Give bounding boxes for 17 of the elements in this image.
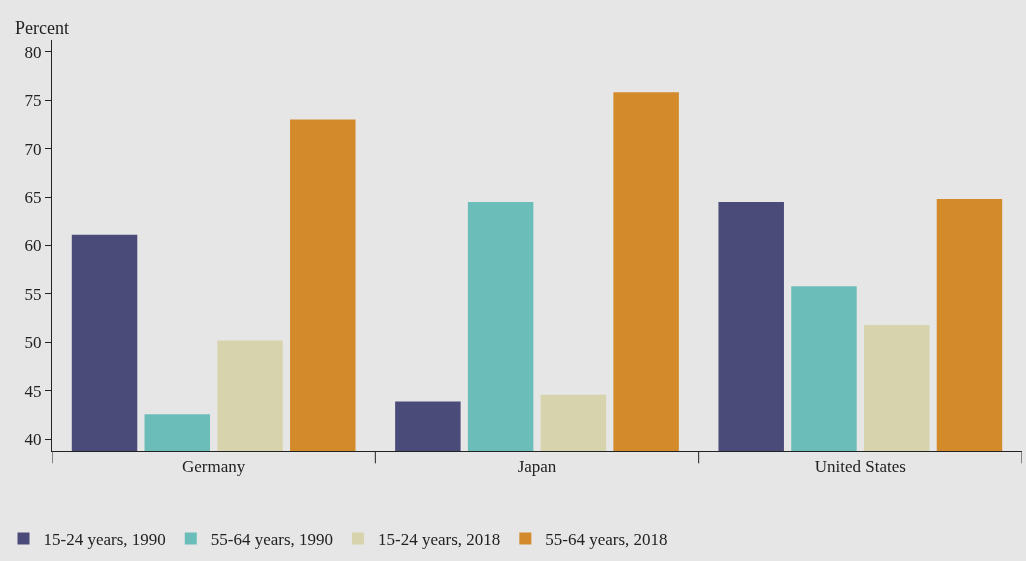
y-tick-label: 50	[24, 333, 42, 353]
y-tick-label: 75	[24, 91, 42, 111]
y-axis-title: Percent	[15, 18, 69, 38]
legend-label: 15-24 years, 1990	[43, 530, 166, 550]
y-tick-label: 45	[24, 381, 42, 401]
x-tick-label: Germany	[182, 457, 246, 477]
y-tick-label: 65	[24, 187, 42, 207]
legend-label: 55-64 years, 2018	[545, 530, 668, 550]
x-tick-label: Japan	[517, 457, 557, 477]
y-tick-label: 80	[24, 42, 42, 62]
y-tick-label: 55	[24, 284, 42, 304]
y-tick-label: 60	[24, 236, 42, 256]
y-tick-label: 40	[24, 430, 42, 450]
legend-label: 55-64 years, 1990	[210, 530, 334, 550]
x-tick-label: United States	[814, 457, 906, 477]
legend-label: 15-24 years, 2018	[378, 530, 501, 550]
y-tick-label: 70	[24, 139, 42, 159]
